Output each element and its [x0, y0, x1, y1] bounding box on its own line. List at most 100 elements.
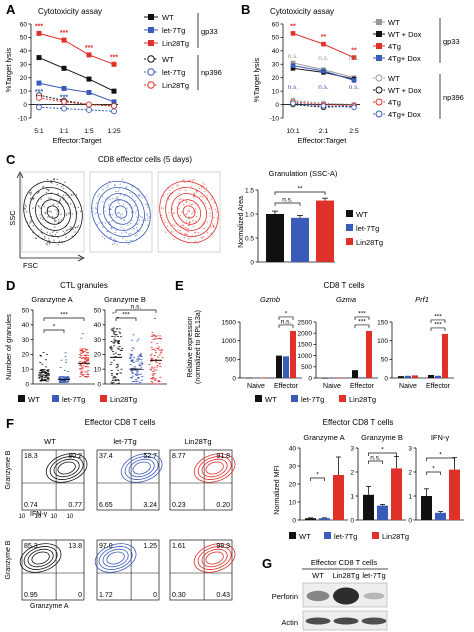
c-flow-1-event [107, 204, 110, 206]
f-q-label: 91.8 [216, 453, 230, 460]
panel-g-col: let-7Tg [362, 571, 385, 580]
c-flow-1-event [116, 244, 118, 246]
c-flow-2-event [191, 179, 194, 182]
f-contour [132, 461, 151, 475]
c-flow-1-event [116, 196, 119, 198]
c-flow-2-event [202, 196, 204, 198]
a-series-line [38, 32, 115, 65]
e-sig-bottom-label: *** [358, 318, 366, 325]
c-flow-1-event [129, 232, 132, 235]
c-flow-1-event [120, 214, 122, 216]
e-bar-Lin28Tg [442, 333, 448, 378]
c-flow-2-event [202, 236, 205, 238]
legend-swatch [291, 395, 298, 402]
c-flow-2-event [192, 211, 194, 213]
a-point [61, 105, 67, 112]
c-flow-0-event [40, 198, 42, 200]
panel-f-title: Effector CD8 T cells [85, 418, 156, 427]
e-bar-Lin28Tg [366, 330, 372, 378]
c-flow-1-event [146, 214, 148, 216]
e-sig-bottom-bracket [278, 324, 294, 328]
d-sig-a1-label: * [53, 324, 56, 331]
e-bar-WT [276, 355, 282, 378]
c-flow-0-contour [35, 193, 71, 231]
panel-e-letter: E [175, 278, 184, 293]
c-flow-1-event [98, 222, 100, 224]
b-point [290, 60, 296, 66]
a-point [36, 55, 42, 61]
e-bar-let-7Tg [405, 375, 411, 378]
c-flow-2-event [185, 220, 188, 223]
f-sig-label: * [439, 452, 442, 459]
legend-b-4tg-gp33: 4Tg [373, 42, 401, 51]
f-contour [197, 546, 232, 570]
panel-g-letter: G [262, 556, 272, 571]
f-bar-let-7Tg [319, 518, 330, 520]
panel-f-legend: WT let-7Tg Lin28Tg [289, 532, 409, 541]
c-flow-0-event [70, 226, 72, 228]
e-x-tick-label: Naive [247, 383, 265, 390]
c-flow-0-event [52, 203, 55, 206]
f-q-label: 0.77 [68, 502, 82, 509]
panel-c-bar-title: Granulation (SSC-A) [269, 169, 338, 178]
c-flow-0-event [30, 220, 32, 222]
panel-a-letter: A [6, 2, 16, 17]
c-flow-0-event [47, 210, 49, 212]
f-1-y-tick-label: 0 [350, 517, 354, 524]
a-y-tick-label: 0 [23, 102, 27, 109]
f-sig-label: * [432, 466, 435, 473]
c-flow-0-event [54, 234, 57, 236]
c-flow-0-event [64, 181, 66, 184]
c-flow-2-event [192, 203, 194, 206]
c-flow-0-event [53, 226, 56, 228]
c-flow-1-event [141, 216, 143, 218]
group-label: np396 [443, 93, 464, 102]
c-flow-1-event [142, 219, 144, 221]
c-flow-1-event [136, 216, 138, 218]
c-flow-2-event [214, 208, 217, 211]
f-q-label: 0.20 [216, 502, 230, 509]
b-y-tick-label: -10 [270, 115, 280, 122]
f-contour [45, 453, 88, 483]
c-flow-1-event [131, 239, 133, 241]
b-point [290, 31, 296, 36]
f-q-label: 0 [78, 592, 82, 599]
c-flow-1-event [134, 200, 137, 202]
legend-label: let-7Tg [301, 395, 324, 404]
c-flow-2-event [187, 227, 189, 230]
e-1-y-tick-label: 0 [308, 375, 312, 382]
c-flow-2-event [187, 237, 190, 240]
c-flow-1-event [95, 208, 98, 210]
a-point [86, 106, 92, 113]
e-bar-WT [398, 376, 404, 378]
f-contour [197, 456, 232, 480]
f-bar-let-7Tg [377, 505, 388, 520]
c-flow-0-event [50, 211, 53, 213]
panel-c-letter: C [6, 152, 16, 167]
c-flow-0-event [30, 221, 32, 223]
c-flow-2-event [173, 238, 175, 241]
c-flow-0-event [47, 216, 49, 218]
c-flow-1-event [120, 226, 122, 228]
panel-d-sub-gzmb: Granzyme B [104, 295, 146, 304]
c-flow-0-event [65, 229, 68, 232]
c-flow-0-event [46, 178, 49, 181]
c-flow-0-event [50, 181, 52, 184]
c-flow-0-event [54, 220, 56, 223]
a-point [61, 98, 67, 105]
c-flow-2-event [182, 204, 184, 206]
panel-d-ylabel: Number of granules [4, 314, 13, 380]
f-2-y-tick-label: 3 [408, 445, 412, 452]
f-bar-Lin28Tg [333, 475, 344, 520]
panel-g: G Effector CD8 T cells WT Lin28Tg let-7T… [262, 556, 388, 631]
f-bar-WT [421, 496, 432, 520]
b-point [321, 41, 326, 47]
c-flow-2-event [215, 211, 218, 213]
f-contour [98, 546, 133, 570]
c-flow-1-event [137, 187, 140, 190]
c-flow-0-event [50, 197, 52, 199]
e-gene-label: Gzmb [260, 295, 280, 304]
a-point [86, 89, 92, 95]
c-flow-2-event [178, 207, 180, 210]
c-flow-2-event [183, 227, 185, 229]
